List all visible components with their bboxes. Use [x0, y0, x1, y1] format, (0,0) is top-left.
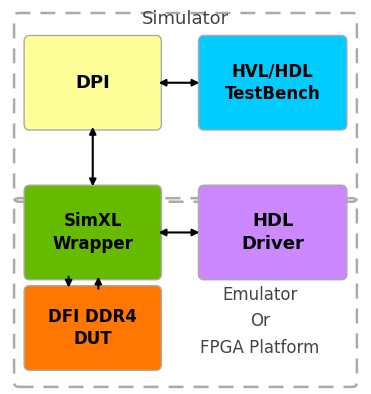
FancyBboxPatch shape: [24, 286, 161, 370]
FancyBboxPatch shape: [198, 185, 347, 280]
FancyArrowPatch shape: [66, 277, 71, 285]
Text: SimXL
Wrapper: SimXL Wrapper: [52, 212, 133, 253]
FancyBboxPatch shape: [198, 35, 347, 130]
FancyBboxPatch shape: [24, 35, 161, 130]
FancyArrowPatch shape: [161, 80, 197, 85]
FancyArrowPatch shape: [96, 279, 101, 289]
FancyArrowPatch shape: [90, 129, 95, 184]
Text: Emulator
Or
FPGA Platform: Emulator Or FPGA Platform: [200, 286, 319, 357]
Text: DFI DDR4
DUT: DFI DDR4 DUT: [48, 308, 137, 348]
FancyArrowPatch shape: [161, 230, 197, 235]
Text: Simulator: Simulator: [142, 10, 229, 28]
Text: DPI: DPI: [75, 74, 110, 92]
Text: HVL/HDL
TestBench: HVL/HDL TestBench: [225, 63, 321, 103]
Text: HDL
Driver: HDL Driver: [241, 212, 304, 253]
FancyBboxPatch shape: [24, 185, 161, 280]
